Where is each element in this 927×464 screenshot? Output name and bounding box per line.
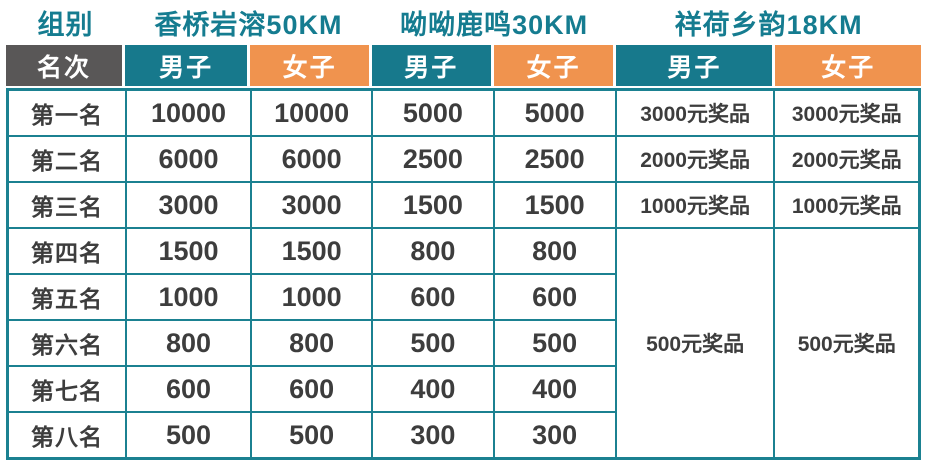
table-row-5: 第五名 1000 1000 600 600 [6, 273, 920, 321]
table-row-2: 第二名 6000 6000 2500 2500 2000元奖品 2000元奖品 [6, 135, 921, 183]
prize-cell: 400 [492, 365, 617, 413]
prize-table: 第一名 10000 10000 5000 5000 3000元奖品 3000元奖… [6, 88, 921, 460]
prize-cell: 800 [249, 319, 374, 367]
rank-cell: 第七名 [6, 365, 128, 413]
prize-cell: 500 [492, 319, 617, 367]
group-label: 组别 [37, 10, 94, 40]
prize-cell: 3000元奖品 [614, 88, 776, 137]
prize-cell: 10000 [125, 88, 252, 137]
prize-cell: 3000元奖品 [773, 88, 921, 137]
prize-cell: 5000 [492, 88, 617, 137]
prize-cell: 1000 [249, 273, 374, 321]
prize-cell: 1500 [125, 227, 252, 275]
table-row-8: 第八名 500 500 300 300 [6, 411, 920, 460]
prize-cell: 800 [492, 227, 617, 275]
prize-cell: 500 [125, 411, 252, 460]
table-row-7: 第七名 600 600 400 400 [6, 365, 920, 413]
race-title-50km: 香桥岩溶50KM [154, 10, 343, 40]
prize-cell: 600 [125, 365, 252, 413]
prize-cell: 1000 [125, 273, 252, 321]
rank-cell: 第三名 [6, 181, 128, 229]
table-row-1: 第一名 10000 10000 5000 5000 3000元奖品 3000元奖… [6, 88, 921, 137]
prize-cell: 10000 [249, 88, 374, 137]
rank-cell: 第四名 [6, 227, 128, 275]
header-rank: 名次 [6, 45, 125, 86]
prize-cell: 2500 [371, 135, 495, 183]
merged-prize-cell-women-18km: 500元奖品 [773, 227, 921, 460]
race-title-18km: 祥荷乡韵18KM [674, 10, 863, 40]
rank-cell: 第八名 [6, 411, 128, 460]
header-men-30km: 男子 [371, 45, 494, 86]
header-men-18km: 男子 [616, 45, 776, 86]
rank-cell: 第五名 [6, 273, 128, 321]
prize-cell: 400 [371, 365, 495, 413]
prize-cell: 2500 [492, 135, 617, 183]
prize-cell: 500 [249, 411, 374, 460]
prize-cell: 5000 [371, 88, 495, 137]
prize-cell: 2000元奖品 [773, 135, 921, 183]
table-row-3: 第三名 3000 3000 1500 1500 1000元奖品 1000元奖品 [6, 181, 921, 229]
prize-cell: 6000 [249, 135, 374, 183]
header-women-30km: 女子 [493, 45, 617, 86]
table-row-6: 第六名 800 800 500 500 [6, 319, 920, 367]
prize-cell: 3000 [249, 181, 374, 229]
rank-cell: 第二名 [6, 135, 128, 183]
prize-cell: 500 [371, 319, 495, 367]
merged-prize-cell-men-18km: 500元奖品 [614, 227, 776, 460]
prize-cell: 300 [371, 411, 495, 460]
header-women-50km: 女子 [250, 45, 372, 86]
rank-cell: 第六名 [6, 319, 128, 367]
prize-cell: 800 [125, 319, 252, 367]
prize-cell: 300 [492, 411, 617, 460]
prize-cell: 1500 [371, 181, 495, 229]
prize-cell: 2000元奖品 [614, 135, 776, 183]
prize-cell: 1000元奖品 [614, 181, 776, 229]
header-women-18km: 女子 [775, 45, 921, 86]
header-men-50km: 男子 [124, 45, 251, 86]
table-row-4: 第四名 1500 1500 800 800 500元奖品 500元奖品 [6, 227, 921, 460]
race-title-row: 组别 香桥岩溶50KM 呦呦鹿鸣30KM 祥荷乡韵18KM [6, 0, 921, 45]
prize-cell: 3000 [125, 181, 252, 229]
prize-cell: 1500 [249, 227, 374, 275]
race-title-30km: 呦呦鹿鸣30KM [400, 10, 589, 40]
prize-cell: 1500 [492, 181, 617, 229]
prize-cell: 800 [371, 227, 495, 275]
rank-cell: 第一名 [6, 88, 128, 137]
prize-cell: 1000元奖品 [773, 181, 921, 229]
prize-cell: 600 [371, 273, 495, 321]
table-header-row: 名次 男子 女子 男子 女子 男子 女子 [6, 45, 921, 86]
prize-cell: 600 [492, 273, 617, 321]
prize-cell: 6000 [125, 135, 252, 183]
prize-cell: 600 [249, 365, 374, 413]
